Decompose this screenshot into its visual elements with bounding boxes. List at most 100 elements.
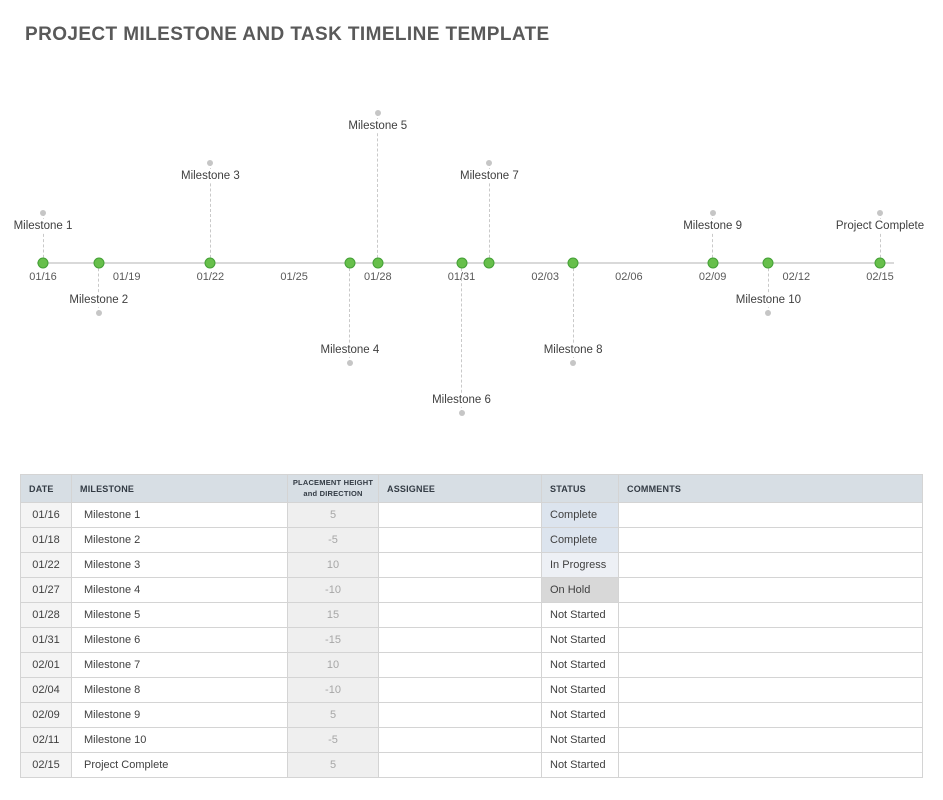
table-row: 01/16 Milestone 1 5 Complete: [20, 502, 923, 528]
cell-date[interactable]: 02/04: [20, 677, 72, 703]
table-header-row: DATE MILESTONE PLACEMENT HEIGHT and DIRECT…: [20, 474, 923, 503]
cell-status[interactable]: In Progress: [541, 552, 619, 578]
column-header-status: STATUS: [541, 474, 619, 503]
column-header-date: DATE: [20, 474, 72, 503]
cell-date[interactable]: 01/27: [20, 577, 72, 603]
cell-date[interactable]: 01/28: [20, 602, 72, 628]
cell-height[interactable]: -5: [287, 727, 379, 753]
cell-date[interactable]: 02/15: [20, 752, 72, 778]
milestone-endpoint-dot: [458, 410, 465, 416]
cell-milestone[interactable]: Milestone 4: [71, 577, 288, 603]
cell-height[interactable]: 10: [287, 652, 379, 678]
cell-height[interactable]: -10: [287, 577, 379, 603]
cell-status[interactable]: Not Started: [541, 652, 619, 678]
axis-tick-label: 01/25: [280, 271, 308, 283]
cell-height[interactable]: 5: [287, 502, 379, 528]
cell-status[interactable]: Not Started: [541, 702, 619, 728]
milestone-label: Milestone 4: [316, 343, 384, 357]
cell-milestone[interactable]: Milestone 9: [71, 702, 288, 728]
cell-milestone[interactable]: Milestone 7: [71, 652, 288, 678]
milestone-label: Milestone 2: [65, 293, 133, 307]
cell-assignee[interactable]: [378, 577, 542, 603]
cell-status[interactable]: Complete: [541, 502, 619, 528]
cell-assignee[interactable]: [378, 702, 542, 728]
cell-milestone[interactable]: Project Complete: [71, 752, 288, 778]
milestone-marker: [483, 257, 495, 269]
cell-height[interactable]: 5: [287, 702, 379, 728]
cell-comments[interactable]: [618, 627, 923, 653]
cell-status[interactable]: Complete: [541, 527, 619, 553]
cell-status[interactable]: Not Started: [541, 627, 619, 653]
milestone-endpoint-dot: [40, 210, 46, 216]
table-row: 02/09 Milestone 9 5 Not Started: [20, 702, 923, 728]
cell-assignee[interactable]: [378, 552, 542, 578]
cell-date[interactable]: 02/11: [20, 727, 72, 753]
milestone-endpoint-dot: [207, 160, 214, 166]
cell-milestone[interactable]: Milestone 6: [71, 627, 288, 653]
cell-height[interactable]: -5: [287, 527, 379, 553]
cell-comments[interactable]: [618, 577, 923, 603]
milestone-marker: [707, 257, 719, 269]
cell-status[interactable]: Not Started: [541, 727, 619, 753]
milestone-marker: [874, 257, 886, 269]
cell-status[interactable]: On Hold: [541, 577, 619, 603]
cell-date[interactable]: 02/09: [20, 702, 72, 728]
cell-date[interactable]: 01/16: [20, 502, 72, 528]
cell-milestone[interactable]: Milestone 8: [71, 677, 288, 703]
cell-status[interactable]: Not Started: [541, 752, 619, 778]
table-row: 01/18 Milestone 2 -5 Complete: [20, 527, 923, 553]
milestone-label: Milestone 1: [9, 219, 77, 233]
cell-comments[interactable]: [618, 552, 923, 578]
cell-date[interactable]: 01/18: [20, 527, 72, 553]
cell-status[interactable]: Not Started: [541, 602, 619, 628]
milestone-marker: [93, 257, 105, 269]
cell-height[interactable]: -15: [287, 627, 379, 653]
cell-height[interactable]: 15: [287, 602, 379, 628]
milestone-endpoint-dot: [709, 210, 716, 216]
page-title: PROJECT MILESTONE AND TASK TIMELINE TEMP…: [25, 24, 550, 45]
cell-milestone[interactable]: Milestone 3: [71, 552, 288, 578]
cell-milestone[interactable]: Milestone 10: [71, 727, 288, 753]
cell-assignee[interactable]: [378, 602, 542, 628]
cell-date[interactable]: 01/22: [20, 552, 72, 578]
axis-tick-label: 01/31: [447, 271, 476, 283]
cell-assignee[interactable]: [378, 677, 542, 703]
cell-assignee[interactable]: [378, 527, 542, 553]
cell-assignee[interactable]: [378, 727, 542, 753]
cell-milestone[interactable]: Milestone 1: [71, 502, 288, 528]
milestone-endpoint-dot: [346, 360, 353, 366]
milestone-label: Milestone 3: [176, 169, 244, 183]
cell-height[interactable]: 5: [287, 752, 379, 778]
cell-milestone[interactable]: Milestone 5: [71, 602, 288, 628]
cell-height[interactable]: -10: [287, 677, 379, 703]
cell-assignee[interactable]: [378, 627, 542, 653]
cell-comments[interactable]: [618, 602, 923, 628]
milestone-endpoint-dot: [570, 360, 577, 366]
cell-milestone[interactable]: Milestone 2: [71, 527, 288, 553]
milestone-marker: [37, 257, 49, 269]
milestone-endpoint-dot: [374, 110, 381, 116]
cell-comments[interactable]: [618, 652, 923, 678]
axis-tick-label: 01/19: [112, 271, 141, 283]
cell-comments[interactable]: [618, 502, 923, 528]
cell-date[interactable]: 01/31: [20, 627, 72, 653]
cell-assignee[interactable]: [378, 652, 542, 678]
cell-comments[interactable]: [618, 677, 923, 703]
cell-status[interactable]: Not Started: [541, 677, 619, 703]
axis-tick-label: 02/09: [698, 271, 727, 283]
cell-date[interactable]: 02/01: [20, 652, 72, 678]
table-body: 01/16 Milestone 1 5 Complete 01/18 Milestone …: [20, 502, 923, 778]
cell-assignee[interactable]: [378, 752, 542, 778]
milestone-label: Milestone 6: [428, 393, 495, 407]
milestone-label: Milestone 5: [344, 119, 412, 133]
axis-tick-label: 02/03: [531, 271, 559, 283]
cell-comments[interactable]: [618, 702, 923, 728]
milestone-connector-line: [377, 113, 379, 263]
cell-comments[interactable]: [618, 727, 923, 753]
cell-height[interactable]: 10: [287, 552, 379, 578]
milestone-marker: [204, 257, 216, 269]
cell-comments[interactable]: [618, 752, 923, 778]
cell-assignee[interactable]: [378, 502, 542, 528]
cell-comments[interactable]: [618, 527, 923, 553]
